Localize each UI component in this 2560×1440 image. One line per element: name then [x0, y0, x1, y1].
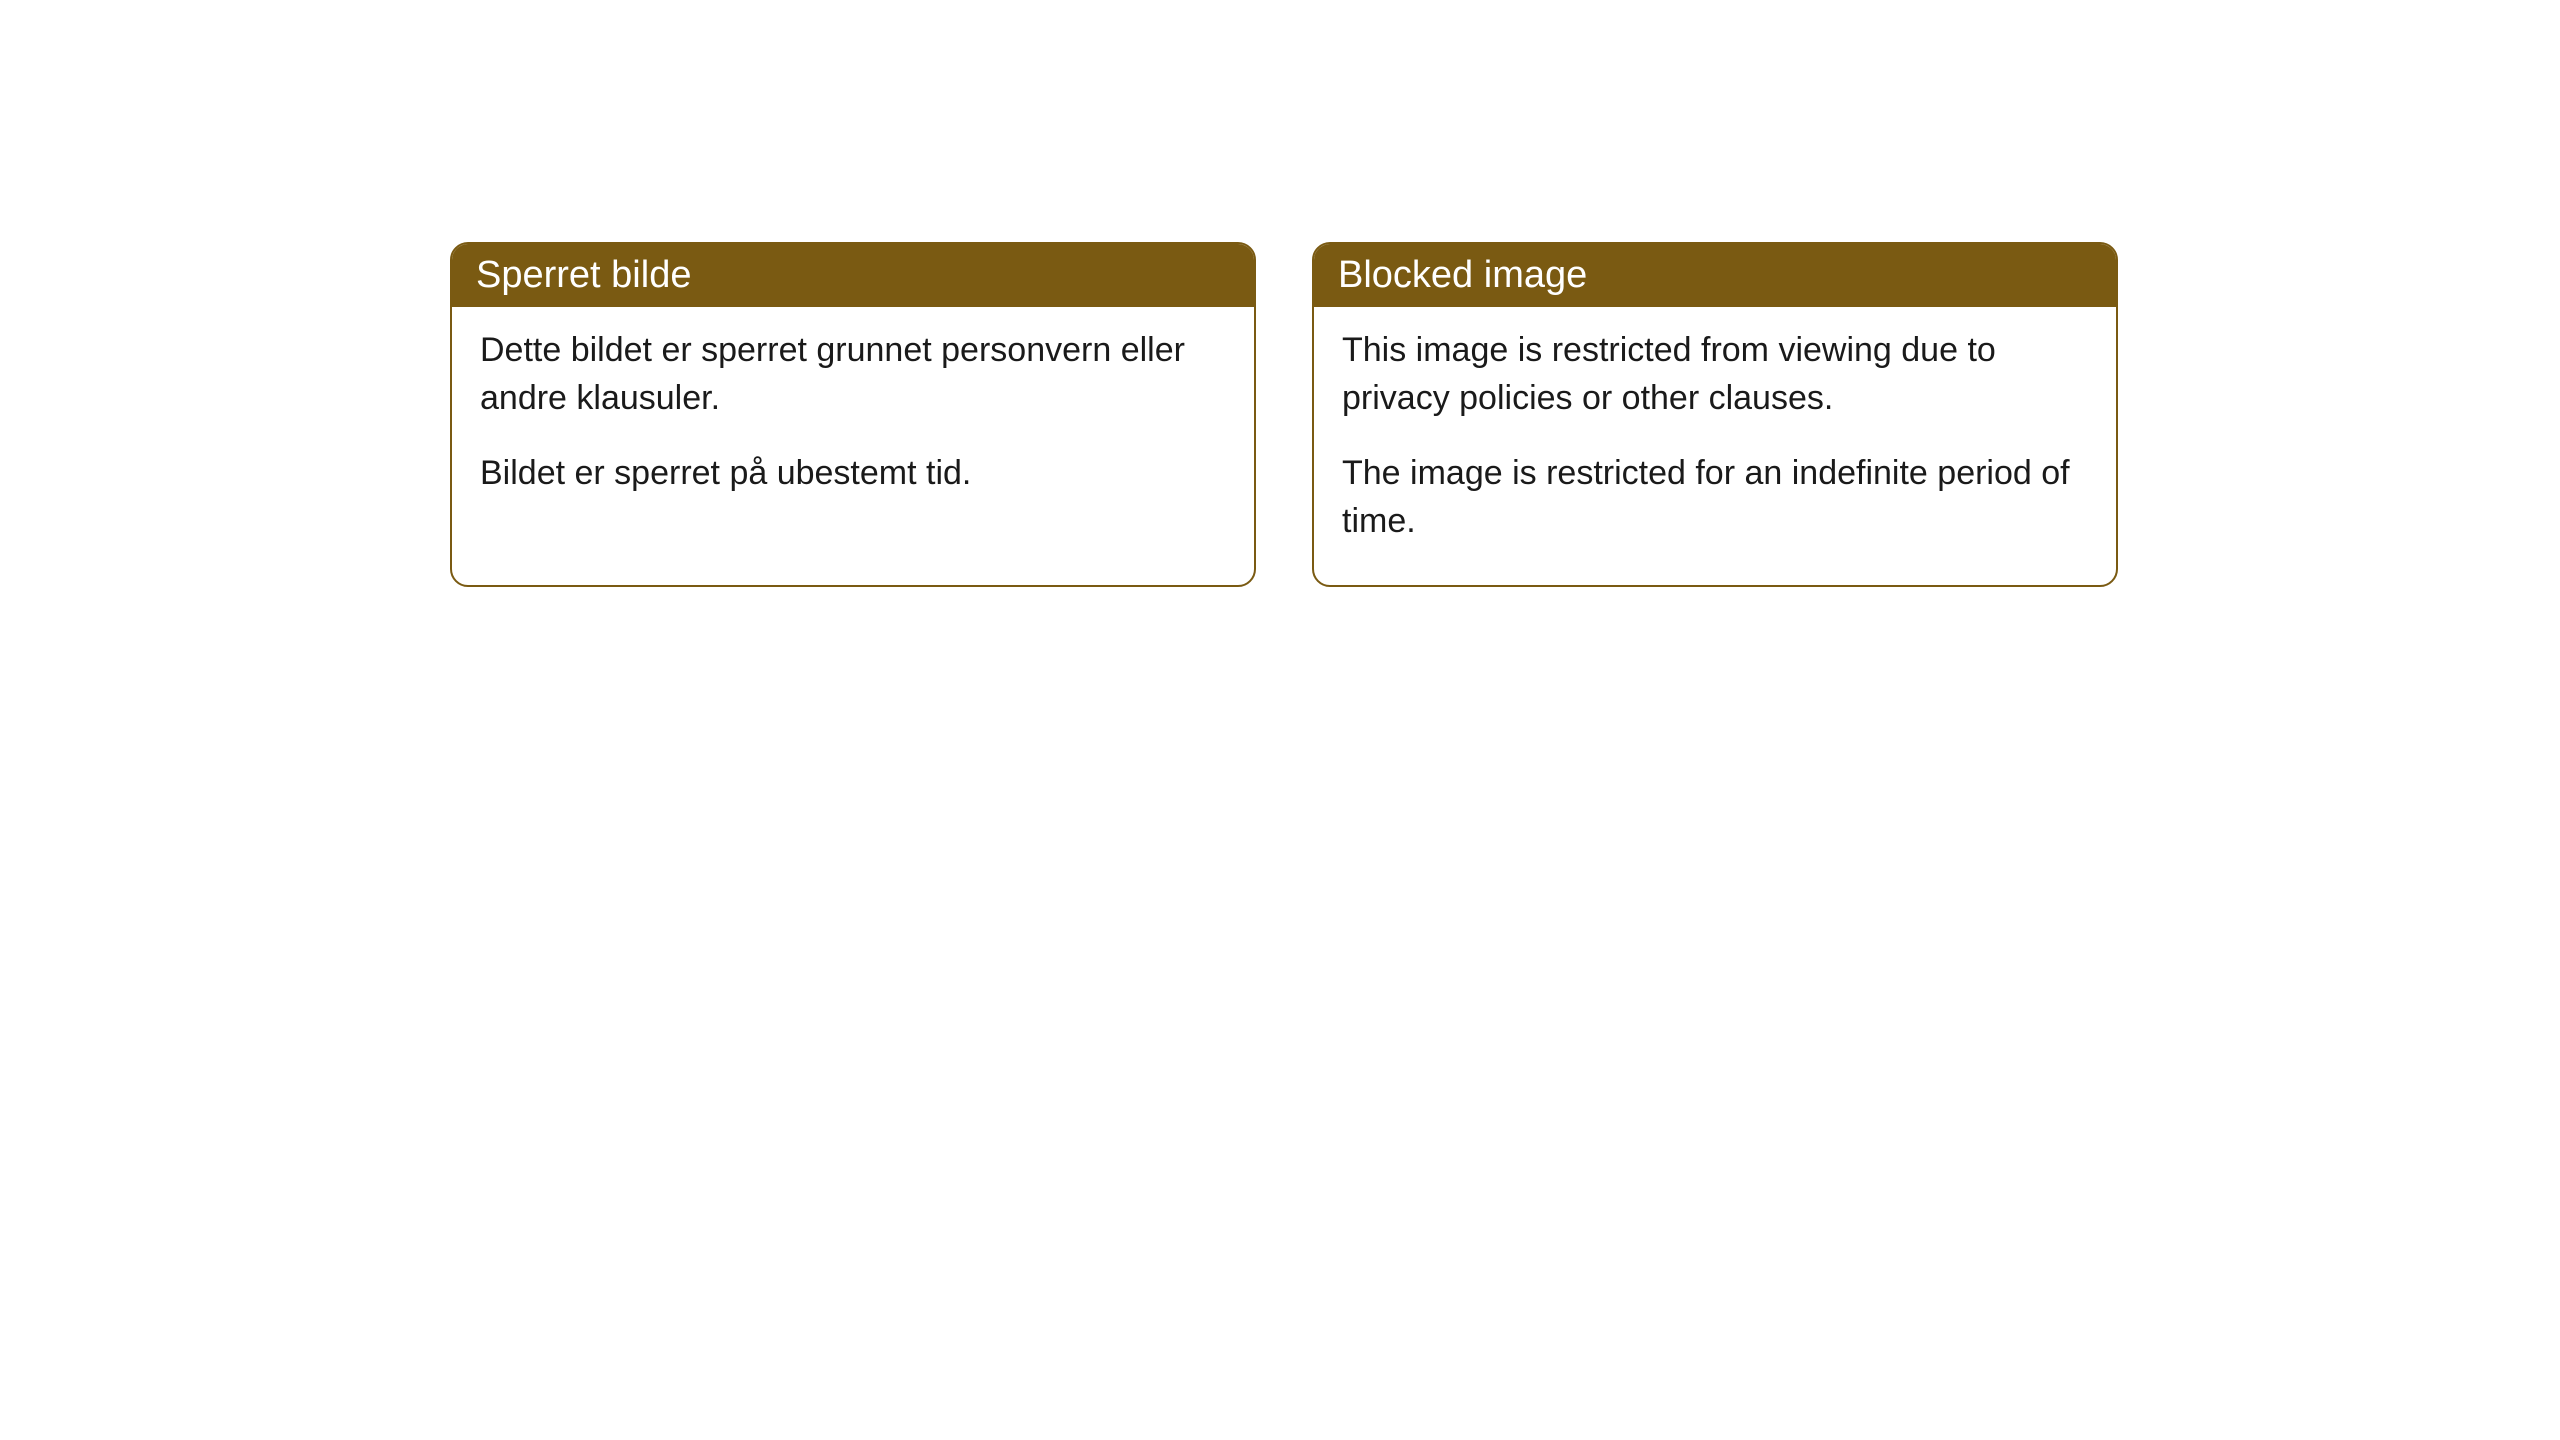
card-header: Sperret bilde: [452, 244, 1254, 307]
blocked-image-card-norwegian: Sperret bilde Dette bildet er sperret gr…: [450, 242, 1256, 587]
card-paragraph: Dette bildet er sperret grunnet personve…: [480, 327, 1226, 422]
card-paragraph: The image is restricted for an indefinit…: [1342, 450, 2088, 545]
card-paragraph: Bildet er sperret på ubestemt tid.: [480, 450, 1226, 498]
card-header: Blocked image: [1314, 244, 2116, 307]
card-paragraph: This image is restricted from viewing du…: [1342, 327, 2088, 422]
card-body: Dette bildet er sperret grunnet personve…: [452, 307, 1254, 538]
notice-cards-container: Sperret bilde Dette bildet er sperret gr…: [0, 0, 2560, 587]
card-body: This image is restricted from viewing du…: [1314, 307, 2116, 585]
blocked-image-card-english: Blocked image This image is restricted f…: [1312, 242, 2118, 587]
